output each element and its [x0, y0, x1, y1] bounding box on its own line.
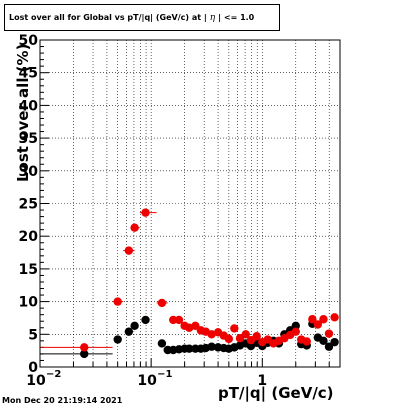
y-tick-label: 35	[19, 131, 38, 147]
red-point	[241, 330, 250, 339]
black-point	[124, 327, 134, 336]
x-tick-label: 1	[257, 373, 267, 389]
y-tick-label: 20	[19, 229, 39, 245]
black-point	[207, 342, 216, 351]
y-tick-label: 45	[19, 66, 38, 82]
red-point	[291, 327, 300, 336]
red-point	[157, 298, 167, 308]
black-point	[141, 315, 150, 325]
y-tick-label: 25	[19, 197, 38, 213]
red-point	[319, 315, 328, 324]
black-point	[185, 344, 194, 353]
datestamp: Mon Dec 20 21:19:14 2021	[2, 396, 123, 405]
y-tick-label: 10	[19, 295, 39, 311]
plot-frame	[39, 39, 341, 368]
series-layer	[40, 208, 339, 359]
x-tick-exponent: −1	[157, 369, 172, 380]
black-point	[324, 342, 334, 351]
red-point	[308, 315, 317, 324]
black-point	[113, 335, 122, 344]
x-tick-exponent: −2	[46, 369, 61, 380]
y-tick-label: 0	[28, 360, 38, 376]
red-point	[130, 223, 139, 232]
x-tick-label: 10	[137, 373, 157, 389]
red-point	[230, 324, 239, 333]
red-point	[124, 246, 134, 255]
red-point	[313, 320, 323, 329]
red-point	[302, 337, 311, 346]
eta-symbol: η	[209, 12, 216, 23]
chart-title-suffix: | <= 1.0	[218, 13, 255, 22]
red-point	[113, 297, 122, 306]
red-point	[141, 208, 150, 217]
red-point	[80, 343, 89, 352]
red-point	[252, 332, 261, 341]
y-tick-label: 5	[28, 327, 38, 343]
red-point	[330, 313, 339, 322]
chart-title-prefix: Lost over all for Global vs pT/|q| (GeV/…	[9, 13, 207, 22]
black-point	[291, 321, 300, 330]
y-tick-label: 15	[19, 262, 38, 278]
black-point	[80, 349, 89, 359]
y-axis-label: Lost over all (%)	[14, 43, 32, 182]
red-point	[169, 315, 178, 325]
black-point	[157, 339, 167, 348]
grid-layer	[40, 40, 340, 367]
red-point	[324, 329, 334, 338]
y-tick-label: 30	[19, 164, 39, 180]
black-point	[319, 336, 328, 346]
black-point	[330, 337, 339, 347]
x-axis-label: pT/|q| (GeV/c)	[218, 384, 334, 402]
y-tick-label: 50	[19, 33, 39, 49]
black-point	[130, 321, 139, 330]
x-tick-label: 10	[26, 373, 46, 389]
y-tick-label: 40	[19, 98, 39, 114]
red-point	[207, 330, 216, 339]
red-point	[174, 315, 184, 325]
red-point	[224, 334, 234, 344]
chart-title: Lost over all for Global vs pT/|q| (GeV/…	[4, 4, 280, 31]
